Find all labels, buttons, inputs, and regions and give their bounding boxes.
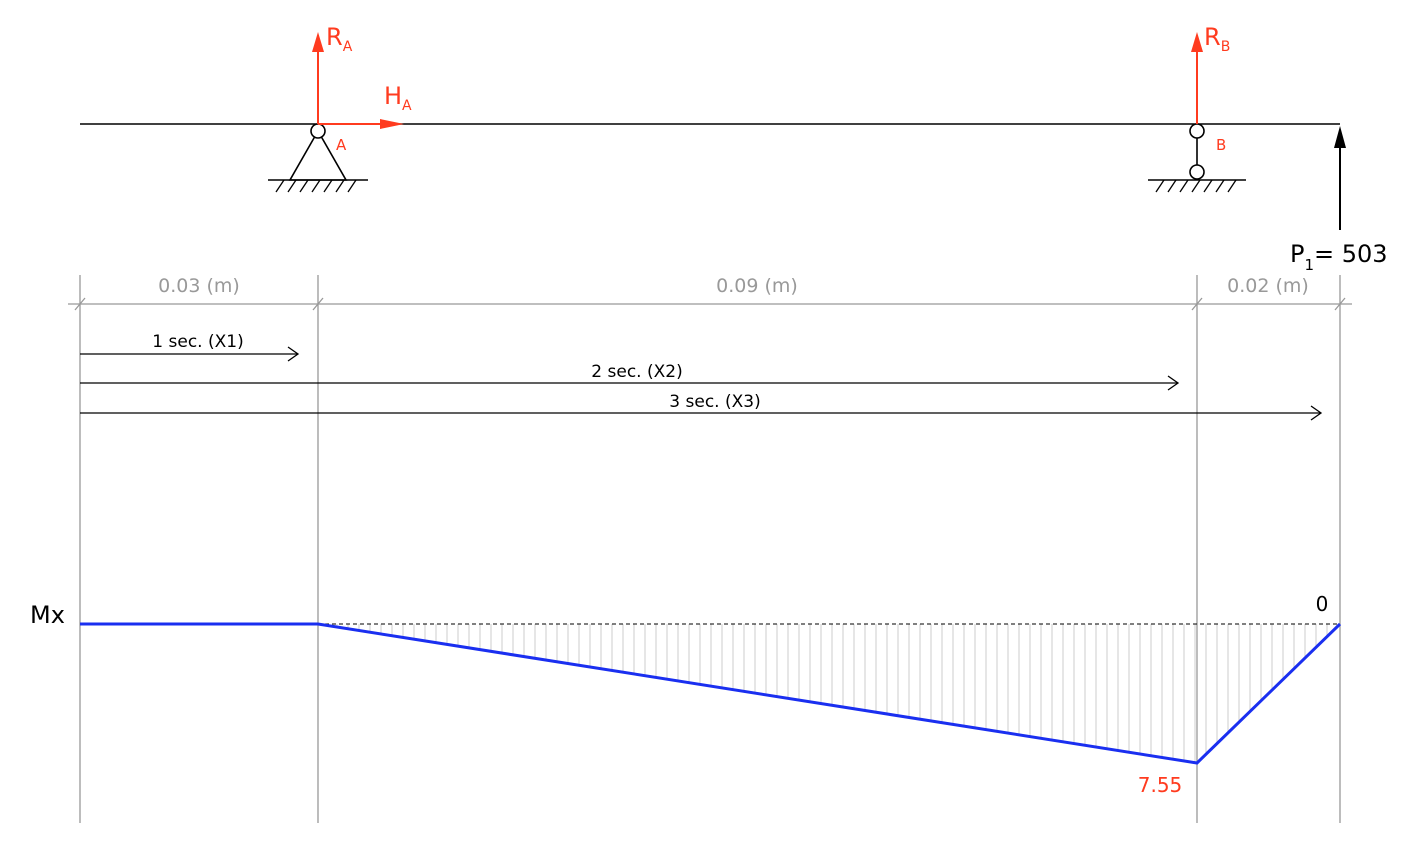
reaction-ra-arrow [312, 32, 324, 124]
load-p1-label: P1= 503 [1290, 240, 1388, 274]
reaction-rb-label: RB [1204, 23, 1230, 55]
section-1-label: 1 sec. (X1) [152, 332, 243, 352]
dimension-1: 0.03 (m) [158, 275, 240, 297]
dimension-line [68, 297, 1352, 311]
reaction-ha-label: HA [384, 82, 412, 114]
section-2-label: 2 sec. (X2) [591, 362, 682, 382]
moment-hatch [325, 624, 1339, 763]
support-a-label: A [336, 136, 347, 154]
section-3-label: 3 sec. (X3) [669, 392, 760, 412]
reference-lines [79, 275, 1341, 823]
moment-curve [80, 622, 1342, 765]
section-arrows [80, 346, 1323, 421]
moment-end-value: 0 [1316, 592, 1329, 616]
support-a: A [268, 123, 368, 193]
support-b: B [1148, 123, 1246, 193]
moment-axis-label: Mx [30, 601, 65, 629]
support-b-label: B [1216, 136, 1226, 154]
load-p1-arrow [1334, 126, 1346, 230]
reaction-rb-arrow [1191, 32, 1203, 124]
dimension-2: 0.09 (m) [716, 275, 798, 297]
reaction-ha-arrow [318, 119, 404, 129]
moment-peak-value: 7.55 [1138, 773, 1183, 797]
reaction-ra-label: RA [326, 23, 353, 55]
dimension-3: 0.02 (m) [1227, 275, 1309, 297]
